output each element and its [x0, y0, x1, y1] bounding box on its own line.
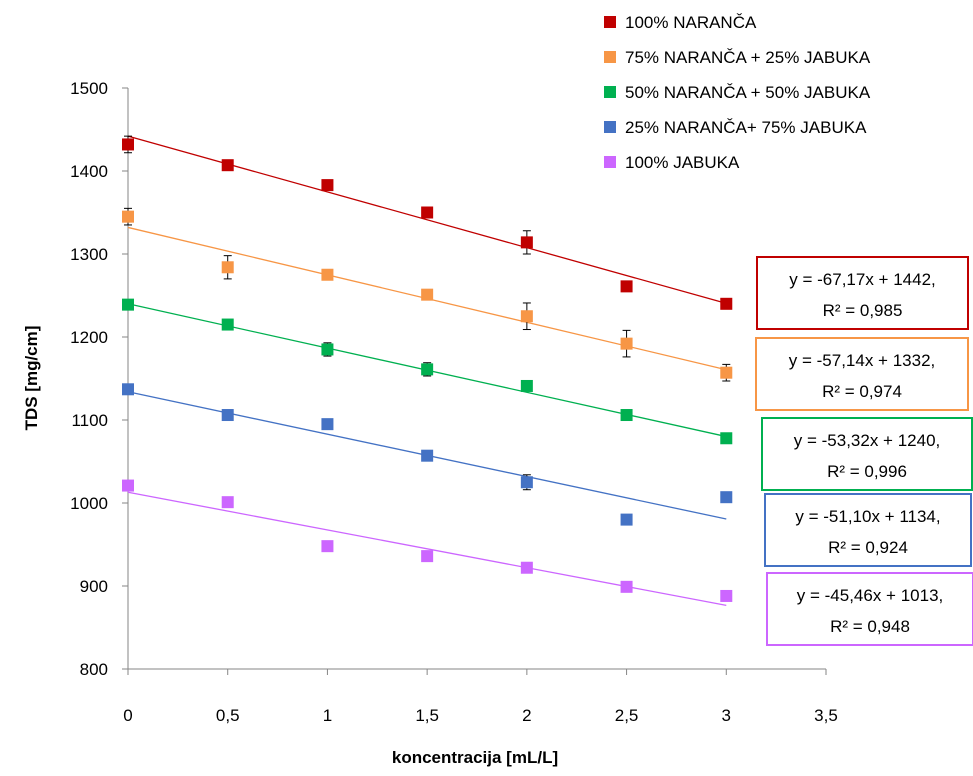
data-point: [321, 179, 334, 192]
data-point: [421, 449, 434, 462]
equation-box: [756, 256, 969, 330]
r-squared-text: R² = 0,974: [822, 382, 902, 401]
x-ticks: 0 0,5 1 1,5 2 2,5 3 3,5: [123, 669, 838, 725]
axes: [127, 88, 826, 670]
y-tick-label: 1000: [70, 494, 108, 513]
data-point: [321, 540, 334, 553]
data-point: [520, 379, 533, 392]
x-axis-title: koncentracija [mL/L]: [392, 748, 558, 767]
data-point: [620, 409, 633, 422]
data-point: [720, 297, 733, 310]
data-point: [122, 210, 134, 223]
x-tick-label: 2: [522, 706, 531, 725]
x-tick-label: 2,5: [615, 706, 639, 725]
x-tick-label: 3: [722, 706, 731, 725]
legend-marker: [604, 156, 616, 168]
data-point: [620, 280, 633, 293]
data-point: [620, 513, 633, 526]
trendline: [127, 491, 727, 607]
data-point: [720, 589, 733, 602]
data-point: [221, 318, 234, 331]
x-tick-label: 3,5: [814, 706, 838, 725]
equation-text: y = -67,17x + 1442,: [789, 270, 936, 289]
data-point: [221, 159, 234, 172]
x-tick-label: 0: [123, 706, 132, 725]
equation-box: [755, 337, 969, 411]
data-point: [421, 550, 434, 563]
legend-marker: [604, 16, 616, 28]
trend-equations: y = -67,17x + 1442, R² = 0,985 y = -57,14x…: [755, 256, 973, 646]
y-tick-label: 1200: [70, 328, 108, 347]
legend-label: 100% JABUKA: [625, 153, 740, 172]
legend-marker: [604, 121, 616, 133]
legend-label: 75% NARANČA + 25% JABUKA: [625, 48, 871, 67]
legend-label: 25% NARANČA+ 75% JABUKA: [625, 118, 867, 137]
data-point: [520, 561, 533, 574]
data-point: [720, 432, 733, 445]
data-point: [122, 138, 134, 151]
data-point: [421, 363, 434, 376]
equation-box: [766, 572, 973, 646]
legend-label: 100% NARANČA: [625, 13, 757, 32]
legend-label: 50% NARANČA + 50% JABUKA: [625, 83, 871, 102]
x-tick-label: 0,5: [216, 706, 240, 725]
y-tick-label: 900: [80, 577, 108, 596]
data-point: [520, 310, 533, 323]
data-point: [421, 206, 434, 219]
equation-text: y = -45,46x + 1013,: [797, 586, 944, 605]
equation-box: [764, 493, 972, 567]
x-tick-label: 1,5: [415, 706, 439, 725]
equation-box: [761, 417, 973, 491]
legend-marker: [604, 86, 616, 98]
data-point: [122, 479, 134, 492]
r-squared-text: R² = 0,948: [830, 617, 910, 636]
equation-text: y = -51,10x + 1134,: [795, 507, 940, 526]
data-point: [122, 298, 134, 311]
data-point: [520, 476, 533, 489]
y-tick-label: 1300: [70, 245, 108, 264]
y-axis-title: TDS [mg/cm]: [22, 326, 41, 431]
data-point: [221, 409, 234, 422]
r-squared-text: R² = 0,924: [828, 538, 908, 557]
data-point: [122, 383, 134, 396]
legend-marker: [604, 51, 616, 63]
y-ticks: 800 900 1000 1100 1200 1300 1400 1500: [70, 79, 128, 679]
r-squared-text: R² = 0,996: [827, 462, 907, 481]
r-squared-text: R² = 0,985: [823, 301, 903, 320]
data-point: [321, 343, 334, 356]
y-tick-label: 800: [80, 660, 108, 679]
data-point: [321, 268, 334, 281]
y-tick-label: 1400: [70, 162, 108, 181]
data-point: [620, 580, 633, 593]
data-point: [321, 418, 334, 431]
data-point: [720, 366, 733, 379]
equation-text: y = -57,14x + 1332,: [789, 351, 936, 370]
data-points: [122, 138, 733, 602]
equation-text: y = -53,32x + 1240,: [794, 431, 941, 450]
data-point: [520, 236, 533, 249]
y-tick-label: 1500: [70, 79, 108, 98]
legend: 100% NARANČA 75% NARANČA + 25% JABUKA 50% …: [604, 13, 871, 172]
data-point: [221, 261, 234, 274]
data-point: [620, 337, 633, 350]
y-tick-label: 1100: [71, 411, 108, 430]
data-point: [421, 288, 434, 301]
x-tick-label: 1: [323, 706, 332, 725]
data-point: [720, 491, 733, 504]
data-point: [221, 496, 234, 509]
